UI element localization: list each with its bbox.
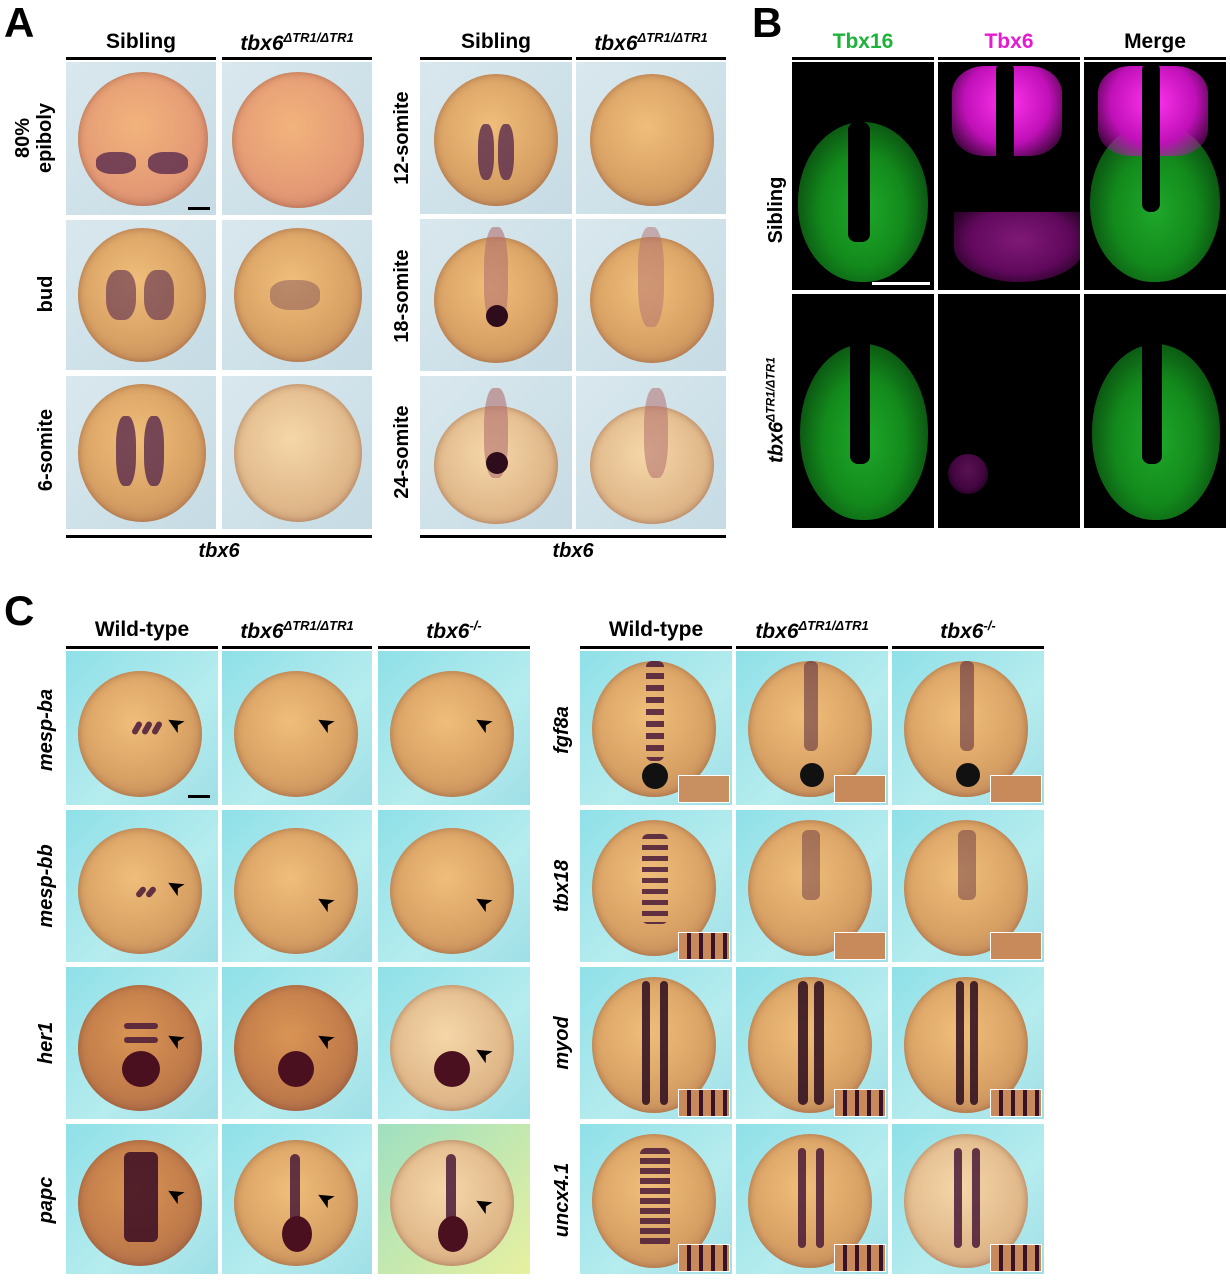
a-row-18-somite: 18-somite [391, 249, 413, 343]
b-row-sibling: Sibling [765, 176, 787, 244]
c-tile-her1-null: ➤ [378, 967, 530, 1119]
c-tile-papc-dtr1: ➤ [222, 1124, 372, 1274]
c-tile-myod-wt [580, 967, 732, 1119]
b-col-bar [938, 57, 1080, 60]
c-tile-mesp-bb-wt: ➤ [66, 810, 218, 962]
c-tile-fgf8a-null [892, 651, 1044, 805]
a-col-bar [66, 57, 216, 60]
a-tile-6somite-sibling [66, 376, 216, 529]
b-tile-mutant-tbx16 [792, 294, 934, 528]
c-row-mesp-bb: mesp-bb [35, 844, 57, 928]
c-tile-myod-dtr1 [736, 967, 888, 1119]
b-col-bar [1084, 57, 1226, 60]
c-col-wildtype-left: Wild-type [94, 618, 190, 641]
a-row-24-somite: 24-somite [391, 405, 413, 499]
a-row-6-somite: 6-somite [35, 408, 57, 492]
a-col-sibling-right: Sibling [461, 30, 531, 53]
c-row-fgf8a: fgf8a [551, 706, 573, 754]
a-footer-bar [420, 535, 726, 538]
a-row-12-somite: 12-somite [391, 91, 413, 185]
c-row-myod: myod [551, 1016, 573, 1070]
a-col-bar [222, 57, 372, 60]
c-tile-tbx18-null [892, 810, 1044, 962]
c-tile-fgf8a-dtr1 [736, 651, 888, 805]
a-footer-bar [66, 535, 372, 538]
c-tile-uncx-dtr1 [736, 1124, 888, 1274]
c-col-null-right: tbx6-/- [940, 618, 996, 643]
a-footer-left: tbx6 [198, 540, 240, 562]
b-col-bar [792, 57, 934, 60]
c-tile-mesp-bb-dtr1: ➤ [222, 810, 372, 962]
c-tile-uncx-null [892, 1124, 1044, 1274]
c-tile-tbx18-wt [580, 810, 732, 962]
c-col-null-left: tbx6-/- [426, 618, 482, 643]
a-col-sibling-left: Sibling [106, 30, 176, 53]
c-tile-mesp-ba-null: ➤ [378, 651, 530, 805]
a-col-bar [576, 57, 726, 60]
c-tile-uncx-wt [580, 1124, 732, 1274]
c-col-bar [222, 646, 372, 649]
c-tile-mesp-ba-dtr1: ➤ [222, 651, 372, 805]
a-tile-24somite-mutant [576, 376, 726, 529]
a-footer-right: tbx6 [552, 540, 594, 562]
a-tile-bud-mutant [222, 220, 372, 370]
c-row-her1: her1 [35, 1021, 57, 1065]
a-tile-bud-sibling [66, 220, 216, 370]
a-row-bud: bud [35, 275, 57, 313]
c-col-bar [892, 646, 1044, 649]
a-col-bar [420, 57, 572, 60]
a-tile-6somite-mutant [222, 376, 372, 529]
c-tile-papc-wt: ➤ [66, 1124, 218, 1274]
a-tile-epiboly-sibling [66, 62, 216, 215]
panel-label-b: B [752, 0, 783, 46]
b-tile-sibling-tbx16 [792, 62, 934, 290]
c-tile-tbx18-dtr1 [736, 810, 888, 962]
c-col-wildtype-right: Wild-type [608, 618, 704, 641]
c-col-bar [580, 646, 732, 649]
c-tile-papc-null: ➤ [378, 1124, 530, 1274]
panel-label-c: C [4, 587, 35, 634]
b-col-tbx6: Tbx6 [984, 30, 1034, 53]
b-tile-mutant-tbx6 [938, 294, 1080, 528]
c-row-uncx4-1: uncx4.1 [551, 1162, 573, 1238]
c-row-papc: papc [35, 1176, 57, 1224]
c-col-deltatr1-right: tbx6ΔTR1/ΔTR1 [755, 618, 869, 643]
a-col-mutant-left: tbx6ΔTR1/ΔTR1 [240, 30, 354, 55]
c-col-bar [66, 646, 218, 649]
a-tile-18somite-mutant [576, 219, 726, 371]
b-tile-sibling-merge [1084, 62, 1226, 290]
a-row-80-epiboly: 80% epiboly [12, 102, 56, 174]
c-row-tbx18: tbx18 [551, 859, 573, 913]
c-tile-mesp-bb-null: ➤ [378, 810, 530, 962]
c-tile-her1-wt: ➤ [66, 967, 218, 1119]
b-tile-mutant-merge [1084, 294, 1226, 528]
c-tile-fgf8a-wt [580, 651, 732, 805]
c-tile-mesp-ba-wt: ➤ [66, 651, 218, 805]
a-tile-12somite-mutant [576, 62, 726, 214]
c-row-mesp-ba: mesp-ba [35, 688, 57, 772]
c-tile-her1-dtr1: ➤ [222, 967, 372, 1119]
a-tile-epiboly-mutant [222, 62, 372, 215]
a-tile-12somite-sibling [420, 62, 572, 214]
b-col-merge: Merge [1124, 30, 1186, 53]
b-tile-sibling-tbx6 [938, 62, 1080, 290]
c-tile-myod-null [892, 967, 1044, 1119]
panel-label-a: A [4, 0, 35, 46]
a-col-mutant-right: tbx6ΔTR1/ΔTR1 [594, 30, 708, 55]
c-col-deltatr1-left: tbx6ΔTR1/ΔTR1 [240, 618, 354, 643]
a-tile-24somite-sibling [420, 376, 572, 529]
b-col-tbx16: Tbx16 [832, 30, 894, 53]
c-col-bar [736, 646, 888, 649]
c-col-bar [378, 646, 530, 649]
a-tile-18somite-sibling [420, 219, 572, 371]
b-row-mutant: tbx6ΔTR1/ΔTR1 [763, 357, 788, 463]
